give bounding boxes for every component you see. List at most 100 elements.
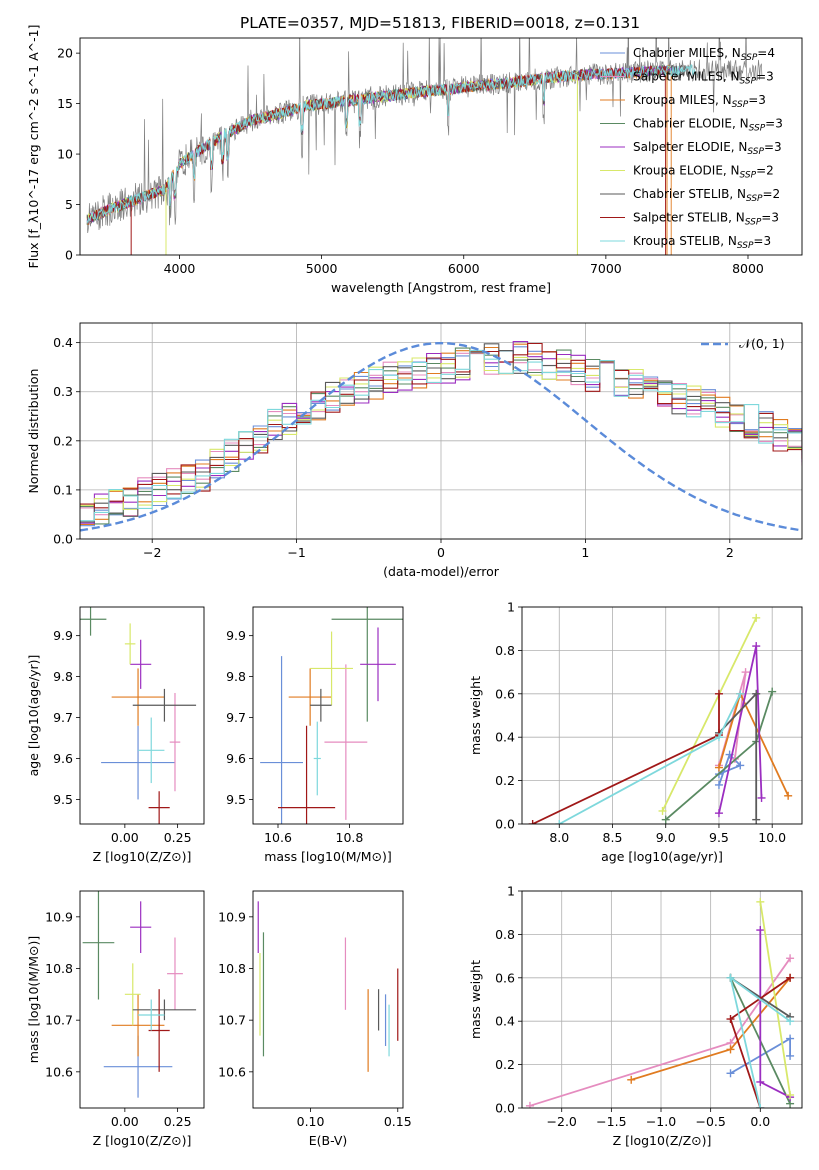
y-tick-label: 9.9 [53, 628, 73, 643]
residual-histogram-step [80, 351, 802, 510]
y-tick-label: 0 [65, 248, 73, 263]
x-tick-label: 8.0 [549, 830, 569, 845]
y-axis-label: mass weight [468, 960, 483, 1039]
x-tick-label: 7000 [590, 261, 622, 276]
residual-histogram-step [80, 342, 802, 509]
x-tick-label: 9.0 [656, 830, 676, 845]
y-axis-label: mass [log10(M/M⊙)] [26, 936, 41, 1064]
model-spectrum-line [86, 64, 676, 225]
x-tick-label: −1.0 [646, 1114, 676, 1129]
x-tick-label: 4000 [164, 261, 196, 276]
y-tick-label: 0.8 [495, 927, 515, 942]
y-tick-label: 0.3 [53, 384, 73, 399]
y-tick-label: 15 [57, 96, 73, 111]
x-tick-label: 0.00 [111, 830, 139, 845]
x-tick-label: −2 [143, 545, 161, 560]
mass-vs-EBV-plot-area [257, 901, 399, 1072]
weight-series-line [529, 957, 791, 1107]
axes-frame [79, 37, 803, 256]
axes-frame [79, 606, 205, 825]
x-tick-label: 0.10 [297, 1114, 325, 1129]
x-axis-label: age [log10(age/yr)] [601, 849, 723, 864]
x-axis-label: mass [log10(M/M⊙)] [264, 849, 392, 864]
spectrum-legend: Chabrier MILES, NSSP=4 Salpeter MILES, NS… [600, 46, 783, 251]
x-axis-label: Z [log10(Z/Z⊙)] [93, 849, 192, 864]
x-tick-label: 0 [437, 545, 445, 560]
weight-series-line [532, 693, 720, 824]
axes-frame [252, 606, 404, 825]
axes-frame [521, 606, 803, 825]
residual-histogram-step [80, 341, 802, 524]
x-axis-label: Z [log10(Z/Z⊙)] [93, 1133, 192, 1148]
legend-entry: Chabrier ELODIE, NSSP=3 [633, 117, 783, 134]
y-tick-label: 5 [65, 197, 73, 212]
x-tick-label: 2 [726, 545, 734, 560]
x-tick-label: 8000 [732, 261, 764, 276]
weight-series-line [759, 901, 791, 1096]
x-tick-label: 0.25 [164, 830, 192, 845]
model-spectrum-line [86, 65, 668, 224]
model-spectrum-line [86, 65, 664, 225]
y-tick-label: 0.0 [495, 817, 515, 832]
normal-distribution-curve [80, 342, 800, 532]
y-tick-label: 0.4 [53, 335, 73, 350]
residual-histogram-step [80, 349, 802, 522]
mass-weight-vs-Z-panel: −2.0 −1.5 −1.0 −0.5 0.0 0.0 0.2 0.4 0.6 0.8 1 Z [lo… [468, 884, 803, 1148]
x-tick-label: 0.25 [164, 1114, 192, 1129]
x-tick-label: 6000 [448, 261, 480, 276]
y-tick-label: 10.7 [45, 1013, 73, 1028]
residual-histogram-step [80, 352, 802, 517]
y-tick-label: 9.8 [226, 669, 246, 684]
y-tick-label: 20 [57, 46, 73, 61]
spectrum-panel: 4000 5000 6000 7000 8000 0 5 10 15 20 wavelength [… [26, 25, 803, 295]
weight-series-line [558, 693, 742, 824]
y-tick-label: 9.9 [226, 628, 246, 643]
x-tick-label: −1.5 [596, 1114, 626, 1129]
y-tick-label: 9.6 [226, 751, 246, 766]
y-tick-label: 0.8 [495, 643, 515, 658]
y-tick-label: 10.6 [45, 1064, 73, 1079]
residual-histogram-step [80, 343, 802, 526]
y-tick-label: 10.8 [45, 961, 73, 976]
residual-histogram-step [80, 347, 802, 525]
model-spectrum-line [86, 64, 689, 224]
legend-entry: Salpeter MILES, NSSP=3 [633, 70, 774, 87]
y-tick-label: 0.0 [53, 532, 73, 547]
y-tick-label: 0.4 [495, 730, 515, 745]
axes-frame [79, 890, 205, 1109]
y-tick-label: 0.1 [53, 482, 73, 497]
y-tick-label: 10.8 [218, 961, 246, 976]
y-tick-label: 9.5 [53, 792, 73, 807]
x-tick-label: −2.0 [547, 1114, 577, 1129]
residual-histogram-step [80, 343, 802, 523]
axes-frame [521, 890, 803, 1109]
y-tick-label: 0.2 [495, 1057, 515, 1072]
x-tick-label: 10.0 [758, 830, 786, 845]
y-tick-label: 0.0 [495, 1101, 515, 1116]
y-tick-label: 9.5 [226, 792, 246, 807]
y-tick-label: 9.8 [53, 669, 73, 684]
x-axis-label: E(B-V) [309, 1133, 348, 1148]
residuals-panel: −2 −1 0 1 2 0.0 0.1 0.2 0.3 0.4 (data-model)/error… [26, 322, 803, 579]
y-tick-label: 10.6 [218, 1064, 246, 1079]
figure-title: PLATE=0357, MJD=51813, FIBERID=0018, z=0… [240, 14, 640, 32]
y-tick-label: 0.6 [495, 686, 515, 701]
mass-vs-EBV-panel: 0.10 0.15 10.6 10.7 10.8 10.9 E(B-V) [218, 890, 412, 1148]
y-tick-label: 10.7 [218, 1013, 246, 1028]
y-axis-label: Normed distribution [26, 369, 41, 494]
x-tick-label: −1 [287, 545, 305, 560]
legend-entry: 𝒩(0, 1) [739, 336, 785, 351]
x-tick-label: 0.15 [384, 1114, 412, 1129]
x-tick-label: 5000 [306, 261, 338, 276]
weight-series-line [718, 645, 763, 814]
age-vs-mass-plot-area [260, 607, 403, 824]
x-tick-label: 9.5 [709, 830, 729, 845]
y-axis-label: age [log10(age/yr)] [26, 655, 41, 777]
y-tick-label: 10.9 [45, 909, 73, 924]
x-axis-label: wavelength [Angstrom, rest frame] [331, 280, 551, 295]
legend-entry: Kroupa MILES, NSSP=3 [633, 93, 766, 110]
legend-entry: Chabrier MILES, NSSP=4 [633, 46, 775, 63]
y-tick-label: 10 [57, 147, 73, 162]
mass-vs-Z-panel: 0.00 0.25 10.6 10.7 10.8 10.9 Z [log10(Z/Z⊙)] m… [26, 890, 205, 1148]
